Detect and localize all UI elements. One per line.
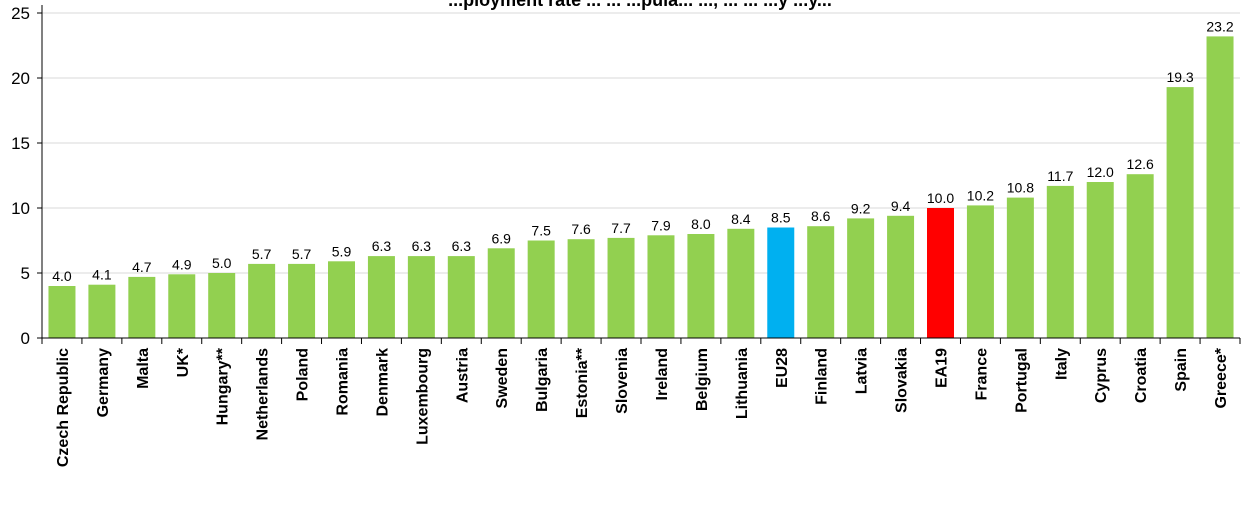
data-label: 4.1 bbox=[92, 267, 112, 283]
x-tick-label: Bulgaria bbox=[534, 348, 551, 412]
x-tick-label: Austria bbox=[454, 348, 471, 403]
data-label: 9.2 bbox=[851, 200, 871, 216]
x-tick-label: Estonia** bbox=[574, 347, 591, 418]
bar-germany bbox=[88, 284, 116, 338]
bar-hungary- bbox=[208, 273, 236, 338]
data-label: 10.0 bbox=[927, 190, 954, 206]
data-label: 7.7 bbox=[611, 220, 631, 236]
x-tick-label: Greece* bbox=[1213, 347, 1230, 408]
bar-croatia bbox=[1126, 174, 1154, 338]
data-label: 5.7 bbox=[292, 246, 312, 262]
data-label: 5.9 bbox=[332, 243, 352, 259]
data-label: 7.6 bbox=[571, 221, 591, 237]
x-tick-label: France bbox=[973, 348, 990, 401]
x-tick-label: Slovenia bbox=[614, 348, 631, 414]
y-tick-label: 5 bbox=[21, 264, 30, 283]
chart-title: ...ployment rate ... ... ...pula... ...,… bbox=[448, 0, 832, 10]
data-label: 6.3 bbox=[412, 238, 432, 254]
bar-luxembourg bbox=[407, 256, 435, 338]
bar-greece- bbox=[1206, 36, 1234, 339]
x-tick-label: Denmark bbox=[374, 348, 391, 417]
x-tick-label: Hungary** bbox=[215, 347, 232, 425]
data-label: 4.9 bbox=[172, 256, 192, 272]
data-label: 6.3 bbox=[372, 238, 392, 254]
bar-latvia bbox=[847, 218, 875, 338]
x-tick-label: UK* bbox=[175, 347, 192, 377]
bar-finland bbox=[807, 226, 835, 338]
bar-netherlands bbox=[248, 263, 276, 338]
x-tick-label: Netherlands bbox=[255, 348, 272, 441]
bar-bulgaria bbox=[527, 240, 555, 338]
bar-portugal bbox=[1006, 197, 1034, 338]
bar-czech-republic bbox=[48, 286, 76, 338]
bar-lithuania bbox=[727, 228, 755, 338]
x-tick-label: EU28 bbox=[774, 348, 791, 388]
bar-france bbox=[966, 205, 994, 338]
data-label: 4.7 bbox=[132, 259, 152, 275]
x-tick-label: Finland bbox=[814, 348, 831, 405]
x-tick-label: Luxembourg bbox=[414, 348, 431, 445]
data-label: 8.6 bbox=[811, 208, 831, 224]
bar-belgium bbox=[687, 234, 715, 338]
data-label: 19.3 bbox=[1166, 69, 1193, 85]
bar-ea19 bbox=[927, 208, 954, 338]
x-tick-label: Latvia bbox=[854, 348, 871, 394]
y-tick-label: 20 bbox=[11, 69, 30, 88]
x-tick-label: Belgium bbox=[694, 348, 711, 411]
x-tick-label: EA19 bbox=[934, 348, 951, 388]
y-tick-label: 0 bbox=[21, 329, 30, 348]
data-label: 8.4 bbox=[731, 211, 751, 227]
x-tick-label: Slovakia bbox=[894, 348, 911, 413]
bar-slovakia bbox=[887, 215, 915, 338]
data-label: 12.6 bbox=[1127, 156, 1154, 172]
data-label: 23.2 bbox=[1206, 18, 1233, 34]
bar-austria bbox=[447, 256, 475, 338]
x-tick-label: Italy bbox=[1053, 348, 1070, 380]
data-label: 7.5 bbox=[531, 223, 551, 239]
bar-poland bbox=[288, 263, 316, 338]
x-tick-label: Sweden bbox=[494, 348, 511, 408]
data-label: 4.0 bbox=[52, 268, 72, 284]
bar-eu28 bbox=[767, 227, 795, 338]
bar-romania bbox=[328, 261, 355, 338]
data-label: 10.8 bbox=[1007, 180, 1034, 196]
x-tick-label: Germany bbox=[95, 348, 112, 417]
data-label: 11.7 bbox=[1047, 168, 1073, 184]
bar-cyprus bbox=[1086, 182, 1114, 338]
bar-slovenia bbox=[607, 237, 635, 338]
data-label: 12.0 bbox=[1087, 164, 1114, 180]
bar-italy bbox=[1046, 185, 1074, 338]
x-tick-label: Portugal bbox=[1013, 348, 1030, 413]
y-tick-label: 10 bbox=[11, 199, 30, 218]
bar-sweden bbox=[487, 248, 515, 338]
x-tick-label: Czech Republic bbox=[55, 348, 72, 467]
data-label: 5.0 bbox=[212, 255, 232, 271]
y-tick-label: 15 bbox=[11, 134, 30, 153]
data-label: 6.9 bbox=[491, 230, 511, 246]
x-tick-label: Romania bbox=[335, 348, 352, 416]
data-label: 8.0 bbox=[691, 216, 711, 232]
data-label: 5.7 bbox=[252, 246, 272, 262]
x-tick-label: Malta bbox=[135, 348, 152, 389]
x-tick-label: Spain bbox=[1173, 348, 1190, 392]
x-tick-label: Lithuania bbox=[734, 348, 751, 419]
data-label: 10.2 bbox=[967, 187, 994, 203]
bar-uk- bbox=[168, 274, 196, 338]
x-tick-label: Poland bbox=[295, 348, 312, 401]
data-label: 8.5 bbox=[771, 210, 791, 226]
x-tick-label: Ireland bbox=[654, 348, 671, 400]
bar-ireland bbox=[647, 235, 675, 338]
bar-malta bbox=[128, 276, 156, 338]
x-tick-label: Cyprus bbox=[1093, 348, 1110, 403]
bar-denmark bbox=[367, 256, 395, 338]
data-label: 6.3 bbox=[452, 238, 472, 254]
data-label: 7.9 bbox=[651, 217, 671, 233]
data-label: 9.4 bbox=[891, 198, 911, 214]
bar-spain bbox=[1166, 87, 1194, 338]
bar-estonia- bbox=[567, 239, 595, 338]
x-tick-label: Croatia bbox=[1133, 348, 1150, 403]
y-tick-label: 25 bbox=[11, 4, 30, 23]
